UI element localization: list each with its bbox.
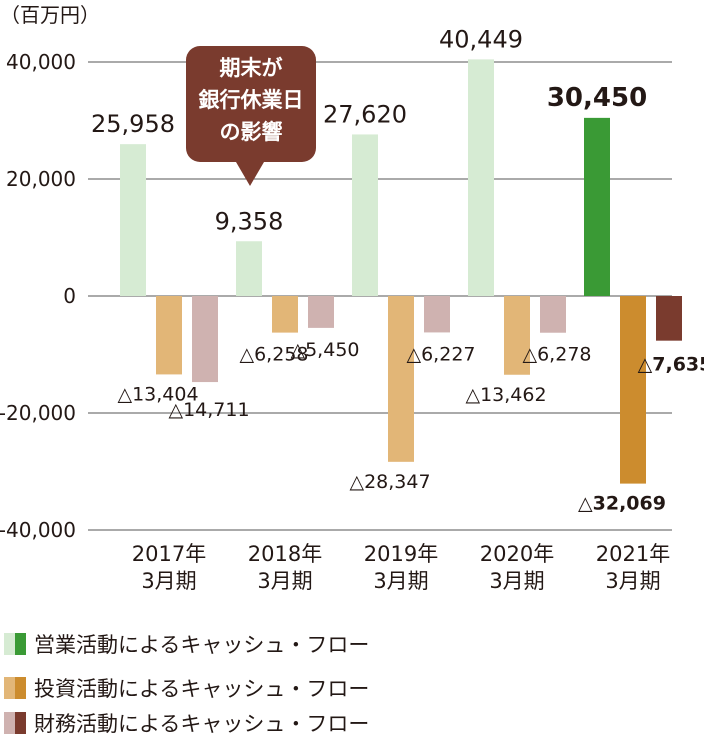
legend-label-operating: 営業活動によるキャッシュ・フロー <box>34 633 370 657</box>
data-label: △13,462 <box>465 384 546 406</box>
data-label: 9,358 <box>215 207 284 235</box>
bar <box>468 59 494 296</box>
x-tick-label: 2017年 <box>132 542 206 566</box>
bar <box>272 296 298 333</box>
data-label: △7,635 <box>638 354 704 376</box>
legend-label-financing: 財務活動によるキャッシュ・フロー <box>34 712 370 736</box>
callout-line-2: 銀行休業日 <box>198 88 304 112</box>
x-tick-label: 3月期 <box>489 569 544 593</box>
data-label: 25,958 <box>91 110 175 138</box>
data-label: △28,347 <box>349 471 430 493</box>
legend-label-investing: 投資活動によるキャッシュ・フロー <box>34 677 370 701</box>
bar <box>308 296 334 328</box>
data-label: 40,449 <box>439 25 523 53</box>
x-tick-label: 2018年 <box>248 542 322 566</box>
x-tick-label: 3月期 <box>141 569 196 593</box>
cash-flow-chart: （百万円） 40,000 20,000 0 -20,000 -40,000 25,958… <box>0 3 704 593</box>
bar <box>192 296 218 383</box>
legend-investing: 投資活動によるキャッシュ・フロー <box>4 673 369 703</box>
data-label: △14,711 <box>168 399 249 421</box>
callout-line-1: 期末が <box>219 56 283 80</box>
bar <box>120 144 146 296</box>
x-tick-label: 3月期 <box>605 569 660 593</box>
x-tick-label: 2021年 <box>596 542 670 566</box>
y-tick-label: 20,000 <box>6 167 76 191</box>
y-tick-label: -20,000 <box>0 401 76 425</box>
data-label: △32,069 <box>578 493 666 515</box>
y-tick-label: -40,000 <box>0 518 76 542</box>
bar <box>584 117 610 297</box>
legend-swatch-financing <box>4 712 26 734</box>
y-tick-label: 40,000 <box>6 50 76 74</box>
x-tick-label: 2020年 <box>480 542 554 566</box>
legend-swatch-investing <box>4 677 26 699</box>
bar <box>540 296 566 333</box>
callout-line-3: の影響 <box>219 120 283 144</box>
legend-operating: 営業活動によるキャッシュ・フロー <box>4 629 369 659</box>
x-tick-label: 2019年 <box>364 542 438 566</box>
unit-label: （百万円） <box>0 3 100 27</box>
data-label: △13,404 <box>117 383 198 405</box>
legend-swatch-operating <box>4 633 26 655</box>
x-tick-label: 3月期 <box>257 569 312 593</box>
bar <box>424 296 450 333</box>
bar <box>388 296 414 462</box>
y-tick-label: 0 <box>63 284 76 308</box>
data-label: △6,258 <box>239 344 308 366</box>
bar <box>352 134 378 296</box>
data-label: △6,278 <box>522 344 591 366</box>
data-label: 27,620 <box>323 100 407 128</box>
x-tick-label: 3月期 <box>373 569 428 593</box>
bar <box>156 296 182 375</box>
legend-financing: 財務活動によるキャッシュ・フロー <box>4 708 369 738</box>
data-label: △5,450 <box>290 339 359 361</box>
bar <box>236 241 262 296</box>
bar <box>620 296 646 484</box>
data-label: △6,227 <box>406 343 475 365</box>
bar <box>656 296 682 341</box>
bar <box>504 296 530 375</box>
callout-bank-holiday: 期末が 銀行休業日 の影響 <box>186 46 316 186</box>
data-label: 30,450 <box>547 83 647 113</box>
